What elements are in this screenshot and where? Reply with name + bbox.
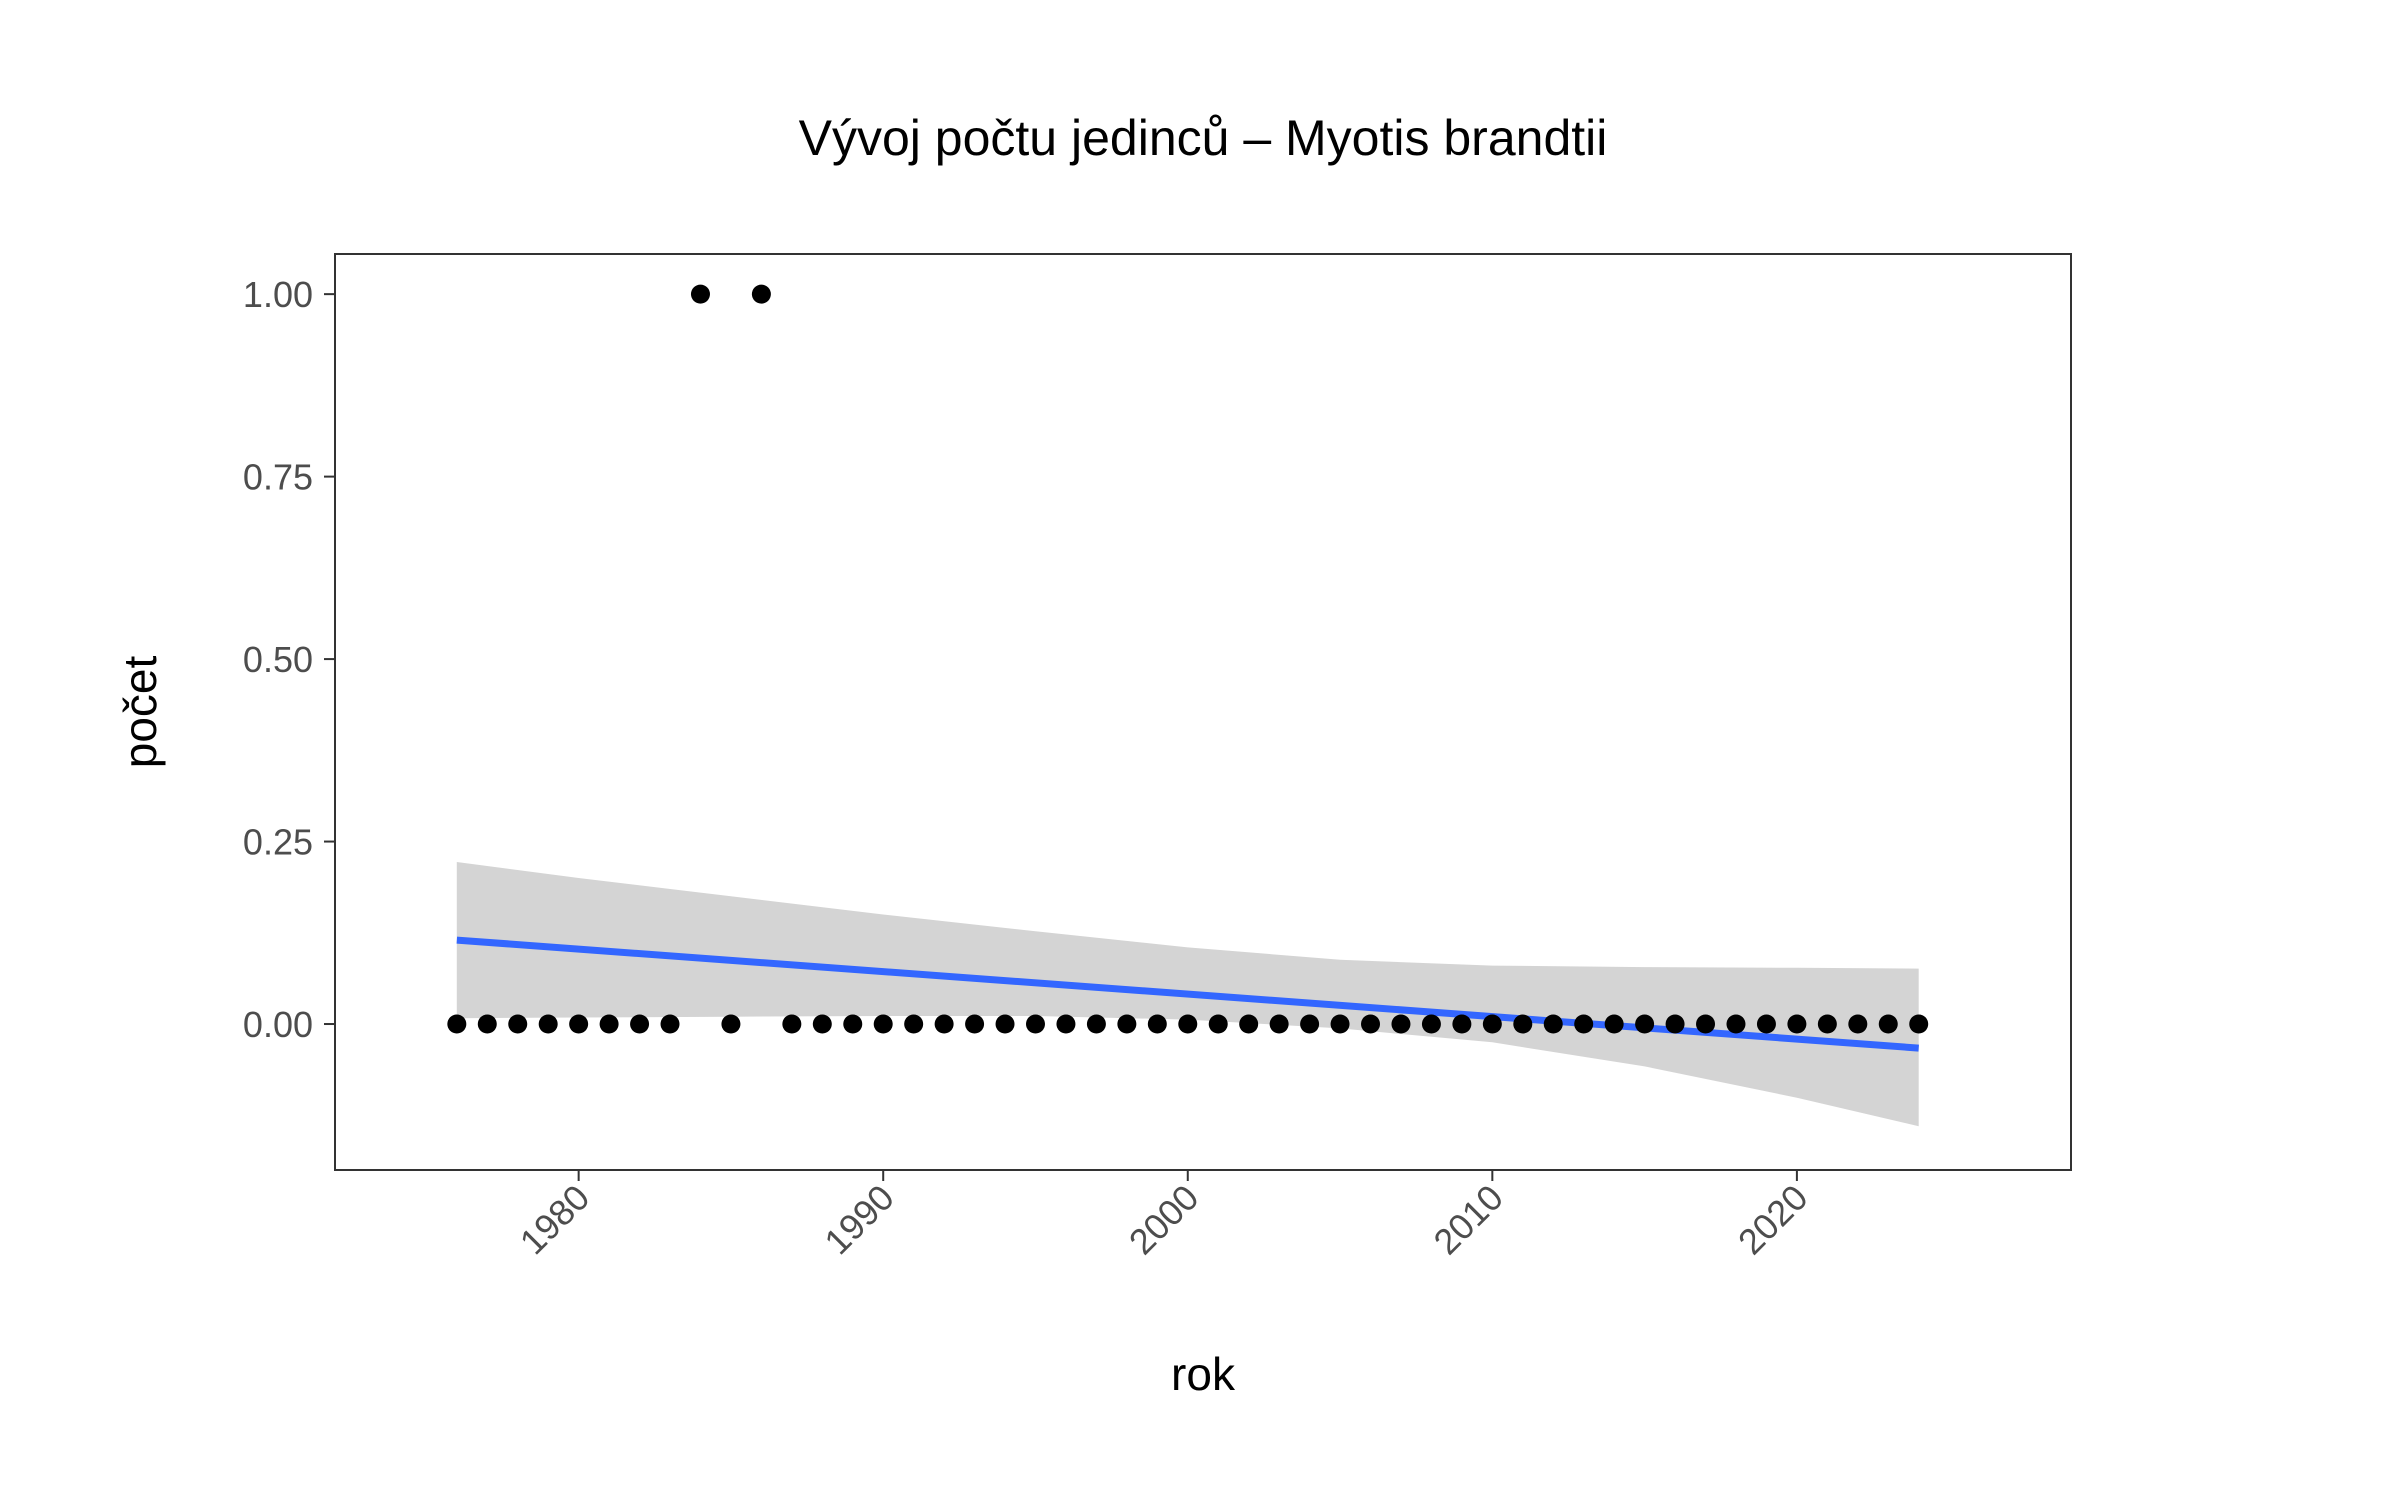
data-point xyxy=(660,1014,680,1034)
data-point xyxy=(1330,1014,1350,1034)
y-tick-label: 0.75 xyxy=(243,457,313,498)
data-point xyxy=(1574,1014,1594,1034)
data-point xyxy=(1452,1014,1472,1034)
data-point xyxy=(1178,1014,1198,1034)
data-point xyxy=(995,1014,1015,1034)
data-point xyxy=(690,284,710,304)
data-point xyxy=(1300,1014,1320,1034)
y-axis-title: počet xyxy=(114,656,166,769)
data-point xyxy=(1604,1014,1624,1034)
data-point xyxy=(538,1014,558,1034)
data-point xyxy=(1635,1014,1655,1034)
data-point xyxy=(1239,1014,1259,1034)
data-point xyxy=(1756,1014,1776,1034)
data-point xyxy=(1421,1014,1441,1034)
data-point xyxy=(782,1014,802,1034)
data-point xyxy=(904,1014,924,1034)
data-point xyxy=(1025,1014,1045,1034)
data-point xyxy=(1696,1014,1716,1034)
y-tick-label: 0.00 xyxy=(243,1004,313,1045)
data-point xyxy=(873,1014,893,1034)
data-point xyxy=(1878,1014,1898,1034)
y-axis: 0.00 0.25 0.50 0.75 1.00 xyxy=(243,274,335,1045)
data-point xyxy=(751,284,771,304)
data-point xyxy=(447,1014,467,1034)
data-point xyxy=(1665,1014,1685,1034)
chart-title: Vývoj počtu jedinců – Myotis brandtii xyxy=(799,110,1608,166)
data-point xyxy=(1787,1014,1807,1034)
data-point xyxy=(1482,1014,1502,1034)
y-tick-label: 1.00 xyxy=(243,274,313,315)
data-point xyxy=(477,1014,497,1034)
data-point xyxy=(1269,1014,1289,1034)
y-tick-label: 0.50 xyxy=(243,639,313,680)
data-point xyxy=(934,1014,954,1034)
data-point xyxy=(1056,1014,1076,1034)
data-point xyxy=(569,1014,589,1034)
data-point xyxy=(1726,1014,1746,1034)
data-point xyxy=(1117,1014,1137,1034)
data-point xyxy=(1909,1014,1929,1034)
data-point xyxy=(1391,1014,1411,1034)
data-point xyxy=(965,1014,985,1034)
data-point xyxy=(721,1014,741,1034)
data-point xyxy=(1086,1014,1106,1034)
data-point xyxy=(508,1014,528,1034)
x-axis-title: rok xyxy=(1171,1348,1236,1400)
data-point xyxy=(1147,1014,1167,1034)
data-point xyxy=(843,1014,863,1034)
data-point xyxy=(1361,1014,1381,1034)
data-point xyxy=(1817,1014,1837,1034)
data-point xyxy=(812,1014,832,1034)
data-points-layer xyxy=(447,284,1929,1034)
data-point xyxy=(1513,1014,1533,1034)
data-point xyxy=(1848,1014,1868,1034)
data-point xyxy=(599,1014,619,1034)
y-tick-label: 0.25 xyxy=(243,822,313,863)
data-point xyxy=(630,1014,650,1034)
data-point xyxy=(1208,1014,1228,1034)
plot-panel-border xyxy=(334,253,2072,1171)
data-point xyxy=(1543,1014,1563,1034)
